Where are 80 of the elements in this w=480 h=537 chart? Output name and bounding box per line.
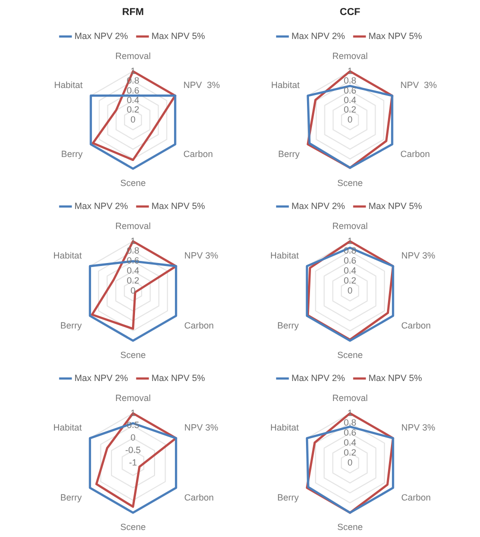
y-tick-label: 1 xyxy=(130,66,136,76)
spoke-label: Habitat xyxy=(270,250,300,260)
y-tick-label: 0.6 xyxy=(344,85,356,96)
y-tick-label: 0.2 xyxy=(126,276,140,286)
spoke-label: Carbon xyxy=(400,148,430,159)
legend-label: Max NPV 2% xyxy=(74,30,128,41)
y-tick-label: 1 xyxy=(347,66,353,76)
spoke-label: Carbon xyxy=(401,320,431,330)
spoke-label: Carbon xyxy=(184,320,214,330)
legend-label: Max NPV 5% xyxy=(152,200,206,211)
spoke-label: NPV 3% xyxy=(400,80,437,90)
legend-label: Max NPV 5% xyxy=(152,30,206,41)
spoke-label: Carbon xyxy=(183,148,213,159)
y-tick-label: 1 xyxy=(130,236,136,246)
y-tick-label: -1 xyxy=(128,457,138,468)
y-tick-label: 0.2 xyxy=(344,448,356,458)
spoke-label: Berry xyxy=(60,492,82,502)
legend-label: Max NPV 2% xyxy=(291,200,346,211)
spoke-label: Carbon xyxy=(401,492,431,502)
spoke-label: Scene xyxy=(337,178,363,188)
spoke-label: NPV 3% xyxy=(183,80,220,90)
y-tick-label: 0 xyxy=(347,457,353,468)
y-tick-label: 0 xyxy=(130,285,136,296)
y-tick-label: 1 xyxy=(347,236,353,246)
y-tick-label: 0.4 xyxy=(344,438,356,448)
y-tick-label: 0.6 xyxy=(344,428,356,438)
spoke-label: NPV 3% xyxy=(401,422,436,432)
y-tick-label: 0 xyxy=(130,114,136,124)
spoke-label: Habitat xyxy=(270,422,300,432)
spoke-label: Carbon xyxy=(184,492,214,502)
legend-label: Max NPV 2% xyxy=(74,200,128,211)
legend-label: Max NPV 5% xyxy=(152,372,206,383)
y-tick-label: 0.6 xyxy=(344,256,356,266)
y-tick-label: 0.2 xyxy=(126,104,140,115)
y-tick-label: 0.4 xyxy=(126,95,140,106)
y-tick-label: 1 xyxy=(130,408,136,418)
y-tick-label: 0.2 xyxy=(344,104,356,115)
spoke-label: Habitat xyxy=(54,80,84,90)
spoke-label: Berry xyxy=(278,148,300,159)
spoke-label: Removal xyxy=(115,392,151,403)
spoke-label: Removal xyxy=(332,50,368,61)
spoke-label: Removal xyxy=(332,220,368,231)
spoke-label: NPV 3% xyxy=(184,250,218,260)
spoke-label: Habitat xyxy=(271,80,300,90)
y-tick-label: 0 xyxy=(347,285,353,296)
spoke-label: Removal xyxy=(332,392,368,403)
legend-label: Max NPV 2% xyxy=(291,30,346,41)
spoke-label: Scene xyxy=(120,350,146,360)
y-tick-label: 0.2 xyxy=(344,276,356,286)
y-tick-label: 0.8 xyxy=(344,76,356,86)
spoke-label: NPV 3% xyxy=(401,250,436,260)
legend-label: Max NPV 5% xyxy=(368,200,422,211)
y-tick-label: 0.8 xyxy=(344,418,356,428)
legend-label: Max NPV 2% xyxy=(74,372,128,383)
y-tick-label: 0.4 xyxy=(344,266,356,276)
spoke-label: Scene xyxy=(120,522,146,532)
spoke-label: Scene xyxy=(337,350,363,360)
spoke-label: NPV 3% xyxy=(184,422,218,432)
y-tick-label: 0.4 xyxy=(344,95,356,106)
spoke-label: Scene xyxy=(337,522,363,532)
spoke-label: Berry xyxy=(61,148,84,159)
legend-label: Max NPV 5% xyxy=(368,372,422,383)
spoke-label: Berry xyxy=(60,320,82,330)
chart-title: RFM xyxy=(122,6,144,18)
y-tick-label: 0 xyxy=(347,114,353,124)
legend-label: Max NPV 2% xyxy=(291,372,346,383)
y-tick-label: -0.5 xyxy=(125,445,141,456)
spoke-label: Berry xyxy=(277,320,300,330)
y-tick-label: 0.4 xyxy=(126,266,140,276)
spoke-label: Removal xyxy=(115,50,151,61)
y-tick-label: 1 xyxy=(347,408,353,418)
spoke-label: Berry xyxy=(277,492,300,502)
y-tick-label: 0 xyxy=(130,432,136,443)
spoke-label: Habitat xyxy=(53,250,82,260)
y-tick-label: 0.6 xyxy=(126,85,140,96)
spoke-label: Removal xyxy=(115,220,151,231)
spoke-label: Scene xyxy=(120,178,146,188)
spoke-label: Habitat xyxy=(53,422,82,432)
legend-label: Max NPV 5% xyxy=(368,30,422,41)
chart-title: CCF xyxy=(340,6,360,18)
